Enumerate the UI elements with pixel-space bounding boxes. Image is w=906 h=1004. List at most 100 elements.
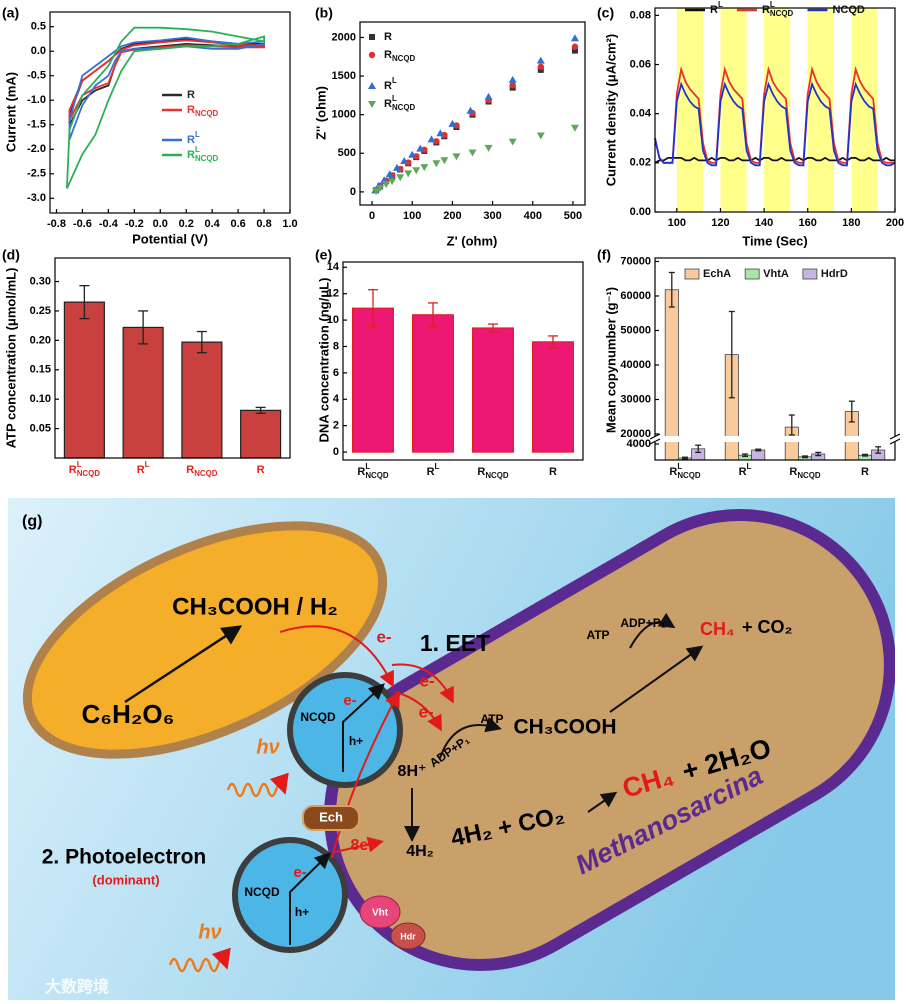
legend-label-base: EchA [703,268,731,280]
atp-arrow [629,612,676,649]
point [408,150,417,158]
error-bar [548,335,558,349]
error-bar [668,271,675,308]
x-tick-label-sup: L [435,462,440,471]
eet-label: 1. EET [420,630,490,656]
legend-label-sup: L [770,0,775,9]
x-tick-label-base: R [789,466,797,478]
light-wave [226,772,289,798]
x-axis-label: Z' (ohm) [447,233,498,248]
panel-label: (e) [315,247,332,263]
y-tick-label: 0.10 [30,393,51,405]
legend-label-base: R [384,49,392,61]
vht-label: Vht [372,908,389,919]
y-tick-label: 0.06 [630,58,651,70]
point [440,157,449,165]
acetate-label: CH₃COOH [513,716,616,739]
y-tick-label: -2.5 [27,168,46,180]
y-tick-label: 0.25 [30,305,51,317]
x-tick-label-sub: NCQD [677,471,701,480]
error-bar [848,400,855,423]
bacterium [22,521,388,759]
y-tick-label: 40000 [620,359,651,371]
x-tick-label-base: R [69,464,77,476]
legend-label: HdrD [821,268,848,280]
y-tick-label: 0.02 [630,157,651,169]
ech-label: Ech [319,809,343,824]
legend-label: R [384,31,392,43]
x-tick-label: RL [137,460,150,476]
y-tick-label: -0.5 [27,70,46,82]
y-tick-label: 4000 [627,438,651,450]
point [405,159,412,166]
x-tick-label: -0.8 [47,218,66,230]
error-bar [368,289,378,328]
light-wave [168,947,231,973]
atp-use-label: ADP+P₁ [620,616,665,630]
excitation-arrow [342,683,385,772]
x-tick-label-base: R [257,464,265,476]
x-tick-label: -0.4 [99,218,119,230]
y-tick-label: 0.20 [30,334,51,346]
x-tick-label: 140 [755,217,773,229]
x-tick-label: 100 [403,210,421,222]
bar [531,341,574,453]
y-tick-label: 0.30 [30,275,51,287]
x-tick-label: RL NCQD [69,460,101,478]
point [537,63,545,70]
electron-path [391,663,454,704]
x-tick-label-sup: L [747,462,752,471]
plot-frame [654,7,896,213]
error-bar [802,455,808,459]
y-tick-label: 0.0 [31,45,46,57]
x-tick-label: RL [739,462,752,478]
legend-label-sub: NCQD [392,103,416,112]
point [466,106,475,114]
point [368,82,376,89]
line-series [68,36,265,140]
legend-label-base: R [762,4,770,16]
y-axis-label: Mean copynumber (g⁻¹) [603,287,618,433]
atp-arrow [439,716,502,759]
line-series [654,156,895,164]
photoelectron-label: 2. Photoelectron [42,846,207,869]
y-tick-label: 0.15 [30,364,51,376]
x-tick-label: 0.4 [205,218,221,230]
point [396,174,405,182]
legend-label-sub: NCQD [195,109,219,118]
point [400,156,409,164]
y-tick-label: 2000 [332,31,356,43]
electron-path [279,625,394,688]
legend-label: RL [187,130,200,146]
light-label: hν [256,736,279,758]
point [509,82,516,89]
y-tick-label: 6 [333,367,339,379]
legend-swatch [744,268,760,280]
error-bar [755,448,762,452]
legend-label: RL [384,76,397,92]
legend-label: RL NCQD [384,94,416,112]
line-series [654,81,896,167]
bar [63,301,105,459]
point [368,51,376,59]
line-series [654,65,895,164]
y-tick-label: 0.00 [630,206,651,218]
axis-break-mark [889,433,901,440]
x-tick-label-base: R [427,466,435,478]
point [433,138,440,145]
hdr-protein [390,922,426,950]
legend-label-base: VhtA [763,268,789,280]
legend-label: RNCQD [187,104,219,118]
panel-label: (d) [2,247,20,263]
light-label: hν [198,921,221,943]
legend-label-base: NCQD [832,4,864,16]
methane-label: CH₄ [700,619,735,639]
legend-label: NCQD [832,4,864,16]
point [453,122,460,129]
bar [181,341,223,459]
point [432,160,441,168]
error-bar [728,310,735,399]
electron-path [331,690,400,859]
legend-label-base: HdrD [821,268,848,280]
error-bar [875,446,882,454]
